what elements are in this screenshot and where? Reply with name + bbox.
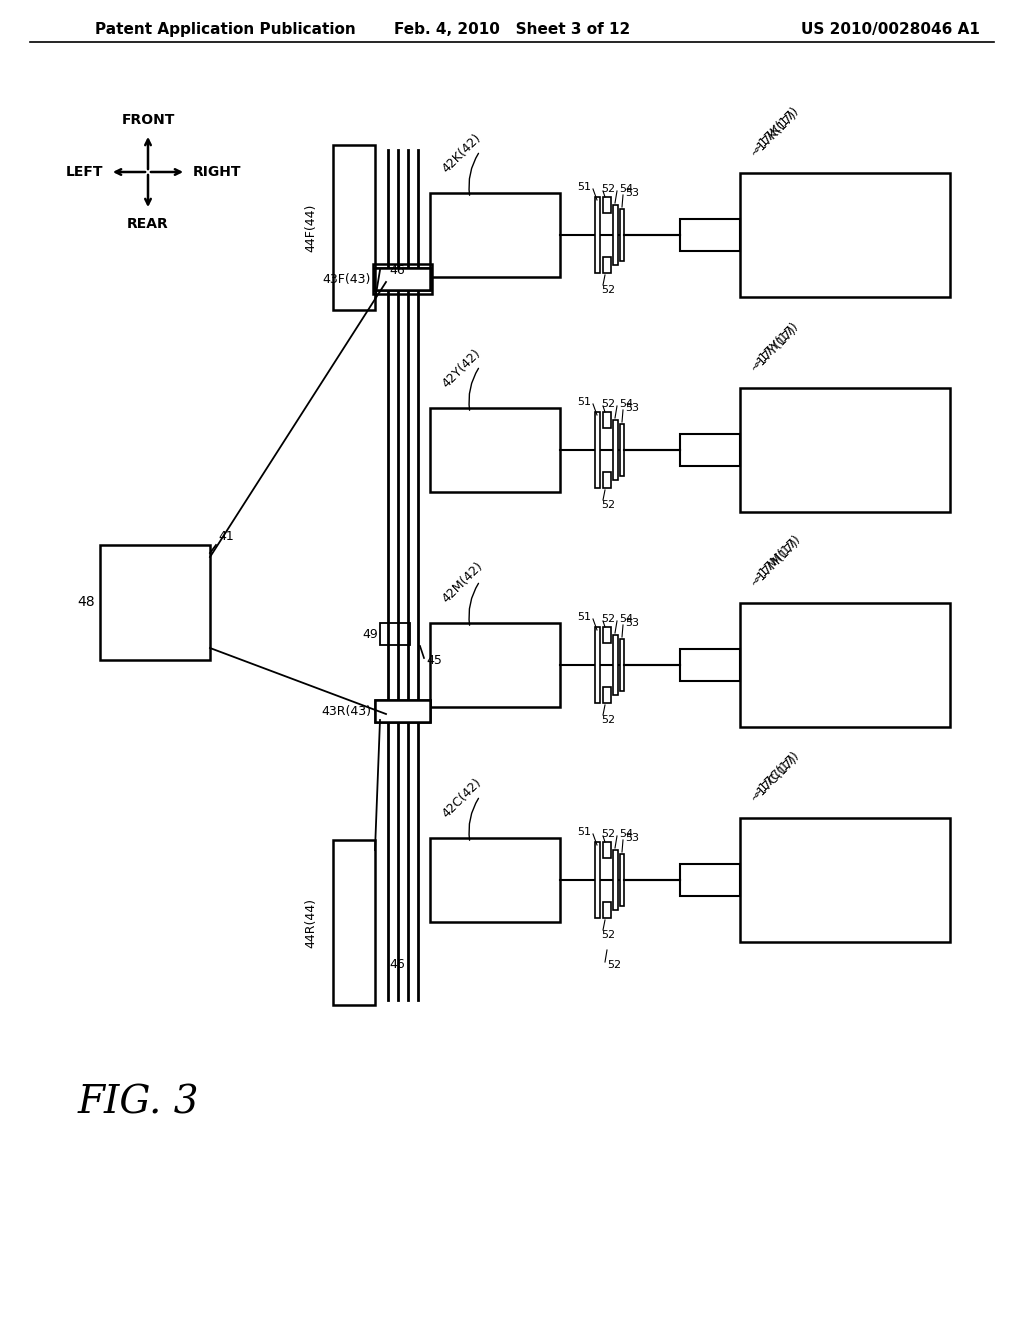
Text: 52: 52 (601, 500, 615, 510)
Bar (680, 649, 740, 681)
Bar (613, 420, 618, 480)
Text: 46: 46 (389, 264, 404, 276)
Text: 51: 51 (577, 182, 591, 191)
Bar (740, 388, 950, 512)
Bar (430, 623, 560, 708)
Text: 52: 52 (601, 931, 615, 940)
Bar (603, 902, 611, 917)
Bar (620, 209, 624, 261)
Text: REAR: REAR (127, 216, 169, 231)
Bar (620, 854, 624, 906)
Text: 42K(42): 42K(42) (440, 131, 484, 176)
Text: 52: 52 (601, 183, 615, 194)
Text: US 2010/0028046 A1: US 2010/0028046 A1 (801, 22, 980, 37)
Bar (603, 627, 611, 643)
Bar (380, 623, 410, 645)
Bar (603, 842, 611, 858)
Text: 52: 52 (601, 399, 615, 409)
Text: 52: 52 (601, 614, 615, 624)
Bar (613, 635, 618, 696)
Bar (375, 268, 430, 290)
Bar (740, 818, 950, 942)
Bar (100, 545, 210, 660)
Bar (375, 700, 430, 722)
Text: 53: 53 (625, 833, 639, 843)
Bar (603, 197, 611, 213)
Text: 42M(42): 42M(42) (440, 560, 486, 605)
Bar (740, 603, 950, 727)
Text: 41: 41 (218, 531, 233, 543)
Text: 53: 53 (625, 618, 639, 628)
Bar (333, 840, 375, 1005)
Text: 51: 51 (577, 828, 591, 837)
Text: RIGHT: RIGHT (193, 165, 242, 180)
Text: Patent Application Publication: Patent Application Publication (95, 22, 355, 37)
Bar (430, 408, 560, 492)
Text: 42C(42): 42C(42) (440, 775, 484, 820)
Text: 48: 48 (78, 595, 95, 610)
Text: 43F(43): 43F(43) (323, 272, 371, 285)
Text: ~17Y(17): ~17Y(17) (750, 318, 802, 370)
Text: ~17C(17): ~17C(17) (750, 748, 802, 800)
Bar (603, 473, 611, 488)
Bar (595, 627, 600, 704)
Bar (603, 686, 611, 704)
Text: 54: 54 (618, 614, 633, 624)
Text: 54: 54 (618, 399, 633, 409)
Bar (373, 264, 432, 294)
Text: 54: 54 (618, 829, 633, 840)
Bar (333, 145, 375, 310)
Bar (620, 639, 624, 690)
Text: 44F(44): 44F(44) (304, 203, 317, 252)
Bar (680, 865, 740, 896)
Text: LEFT: LEFT (66, 165, 103, 180)
Text: 52: 52 (601, 715, 615, 725)
Bar (680, 434, 740, 466)
Text: 52: 52 (607, 960, 622, 970)
Bar (740, 173, 950, 297)
Bar (430, 193, 560, 277)
Bar (620, 424, 624, 477)
Bar (603, 412, 611, 428)
Text: ~17C(17): ~17C(17) (748, 752, 800, 804)
Text: 53: 53 (625, 187, 639, 198)
Text: ~17K(17): ~17K(17) (748, 107, 800, 158)
Text: ~17Y(17): ~17Y(17) (748, 322, 800, 374)
Text: 53: 53 (625, 403, 639, 413)
Bar (613, 205, 618, 265)
Text: Feb. 4, 2010   Sheet 3 of 12: Feb. 4, 2010 Sheet 3 of 12 (394, 22, 630, 37)
Text: ~17K(17): ~17K(17) (750, 103, 802, 154)
Text: FIG. 3: FIG. 3 (78, 1085, 200, 1122)
Bar (595, 197, 600, 273)
Bar (680, 219, 740, 251)
Bar (375, 268, 430, 290)
Bar (375, 700, 430, 722)
Text: 52: 52 (601, 829, 615, 840)
Text: 43R(43): 43R(43) (321, 705, 371, 718)
Text: FRONT: FRONT (121, 114, 175, 127)
Text: 54: 54 (618, 183, 633, 194)
Text: 51: 51 (577, 397, 591, 407)
Text: 44R(44): 44R(44) (304, 898, 317, 948)
Bar (613, 850, 618, 909)
Bar (603, 257, 611, 273)
Bar (430, 838, 560, 921)
Text: 45: 45 (426, 653, 442, 667)
Bar (595, 412, 600, 488)
Text: 49: 49 (362, 627, 378, 640)
Text: ~17M(17): ~17M(17) (748, 536, 802, 589)
Text: 42Y(42): 42Y(42) (440, 346, 483, 389)
Text: 46: 46 (389, 958, 404, 972)
Bar (595, 842, 600, 917)
Text: 51: 51 (577, 612, 591, 622)
Text: 52: 52 (601, 285, 615, 294)
Text: ~17M(17): ~17M(17) (750, 532, 804, 585)
